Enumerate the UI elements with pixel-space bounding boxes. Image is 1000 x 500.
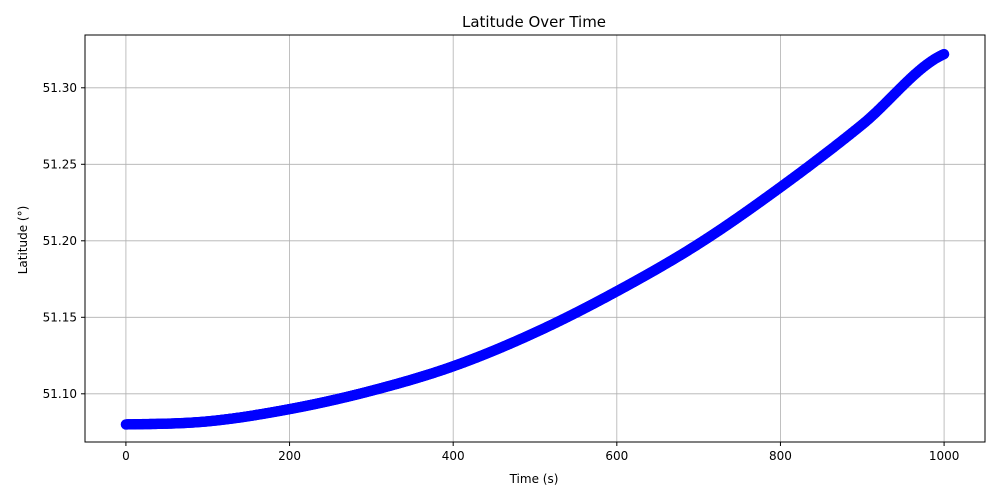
- plot-frame: [84, 34, 986, 443]
- y-tick-label: 51.25: [43, 157, 77, 171]
- y-axis-label: Latitude (°): [16, 206, 30, 275]
- scatter-point: [938, 48, 950, 60]
- y-tick-label: 51.10: [43, 387, 77, 401]
- x-tick-label: 1000: [929, 449, 960, 463]
- scatter-series: [120, 48, 950, 430]
- grid: [85, 35, 985, 442]
- x-tick-label: 0: [122, 449, 130, 463]
- chart-title: Latitude Over Time: [462, 13, 606, 31]
- x-tick-label: 600: [605, 449, 628, 463]
- x-tick-label: 400: [442, 449, 465, 463]
- y-tick-label: 51.15: [43, 310, 77, 324]
- x-tick-label: 800: [769, 449, 792, 463]
- data-series: [120, 48, 950, 430]
- y-tick-label: 51.30: [43, 81, 77, 95]
- x-tick-label: 200: [278, 449, 301, 463]
- x-axis-label: Time (s): [509, 472, 559, 486]
- ticks: 0 200 400 600 800 1000 51.10 51.15 51.20 51.25 51.…: [43, 81, 960, 463]
- y-tick-label: 51.20: [43, 234, 77, 248]
